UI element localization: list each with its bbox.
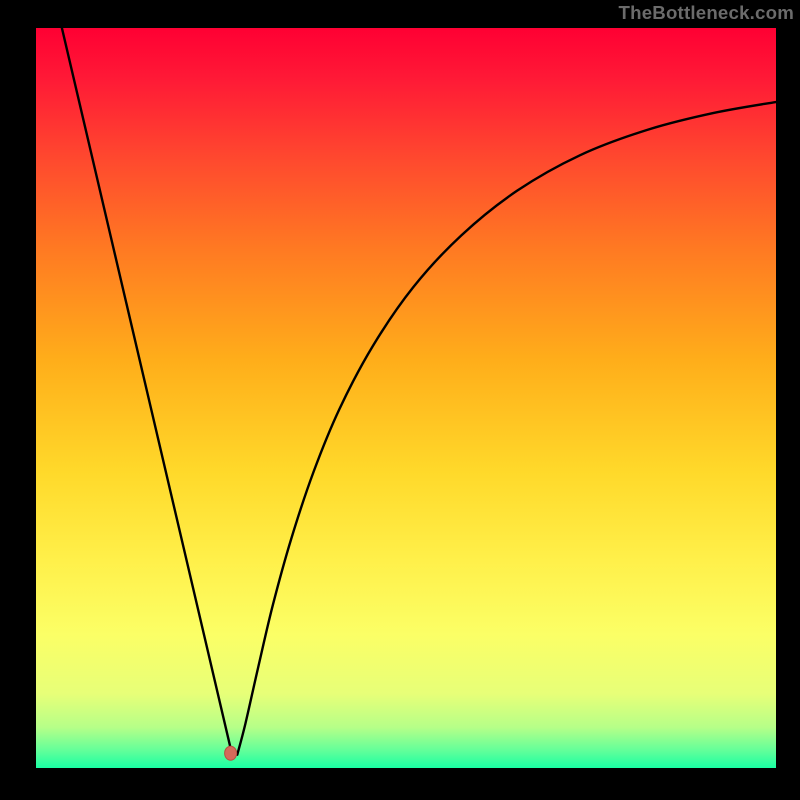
curve-right-branch <box>237 102 776 755</box>
watermark-text: TheBottleneck.com <box>619 2 795 24</box>
plot-area <box>36 28 776 768</box>
curve-left-branch <box>62 28 232 755</box>
marker-dot <box>225 746 237 760</box>
plot-svg <box>36 28 776 768</box>
chart-stage: TheBottleneck.com <box>0 0 800 800</box>
